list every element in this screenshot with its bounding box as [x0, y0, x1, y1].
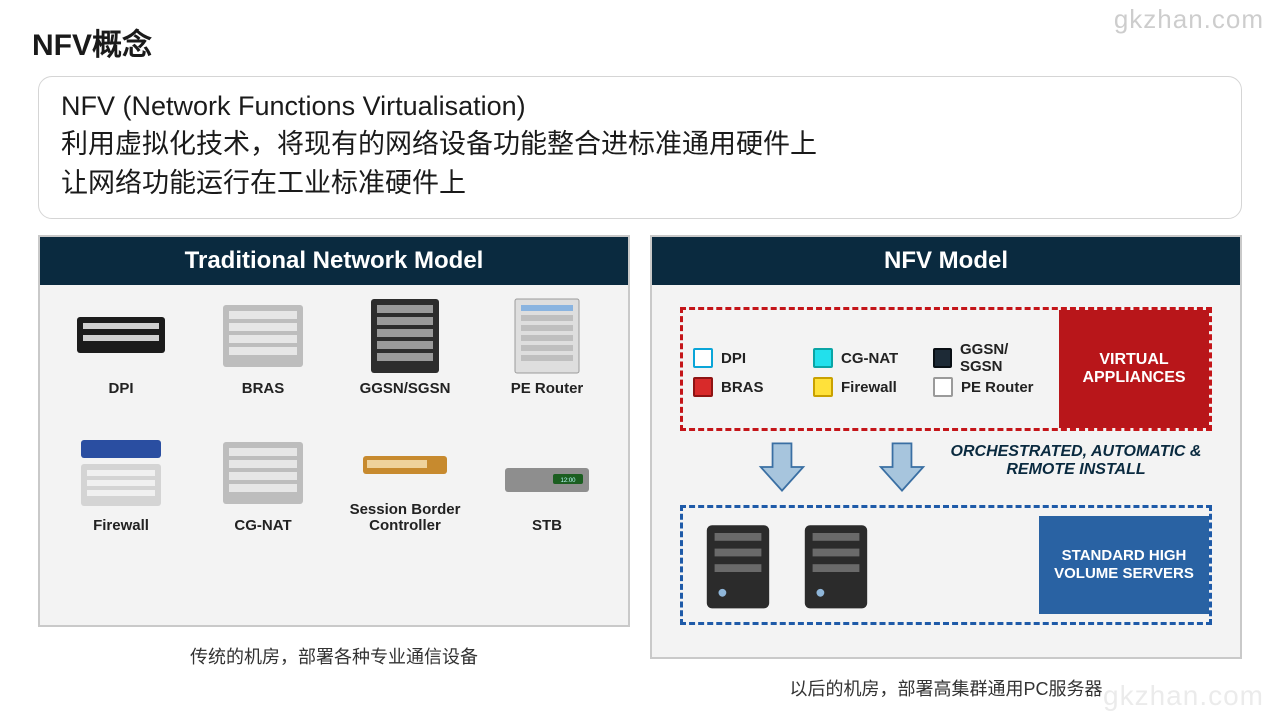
device-icon	[497, 297, 597, 375]
cube-icon	[693, 377, 713, 397]
cube-icon	[813, 377, 833, 397]
device-icon	[213, 434, 313, 512]
svg-text:12:00: 12:00	[560, 478, 576, 484]
device-label: GGSN/SGSN	[360, 381, 451, 398]
traditional-header: Traditional Network Model	[40, 237, 628, 285]
cube-icon	[933, 377, 953, 397]
device-label: DPI	[108, 381, 133, 398]
device-dpi: DPI	[56, 297, 186, 398]
virtual-appliances-label: VIRTUAL APPLIANCES	[1059, 310, 1209, 428]
device-icon	[71, 297, 171, 375]
cube-icon	[693, 348, 713, 368]
va-item-label: DPI	[721, 350, 746, 367]
device-icon	[213, 297, 313, 375]
device-label: Firewall	[93, 518, 149, 535]
va-item-cg-nat: CG-NAT	[813, 341, 929, 375]
device-icon: 12:00	[497, 434, 597, 512]
nfv-body: DPI CG-NAT GGSN/ SGSN BRAS Firewall PE Router…	[652, 285, 1240, 657]
device-ggsn-sgsn: GGSN/SGSN	[340, 297, 470, 398]
device-firewall: Firewall	[56, 418, 186, 535]
va-item-label: BRAS	[721, 379, 764, 396]
va-item-firewall: Firewall	[813, 377, 929, 397]
device-session-border-controller: Session Border Controller	[340, 418, 470, 535]
device-label: Session Border Controller	[340, 502, 470, 535]
nfv-header: NFV Model	[652, 237, 1240, 285]
arrow-down-icon	[878, 441, 926, 493]
traditional-body: DPI BRAS GGSN/SGSN PE Router Firewall CG-NAT S…	[40, 285, 628, 625]
nfv-frame: NFV Model DPI CG-NAT GGSN/ SGSN BRAS Firewal…	[650, 235, 1242, 659]
nfv-caption: 以后的机房，部署高集群通用PC服务器	[650, 675, 1242, 701]
va-item-bras: BRAS	[693, 377, 809, 397]
device-icon	[71, 434, 171, 512]
cube-icon	[813, 348, 833, 368]
va-item-label: GGSN/ SGSN	[960, 341, 1049, 375]
traditional-caption: 传统的机房，部署各种专业通信设备	[38, 643, 630, 669]
device-icon	[355, 297, 455, 375]
va-item-label: CG-NAT	[841, 350, 898, 367]
device-grid: DPI BRAS GGSN/SGSN PE Router Firewall CG-NAT S…	[56, 297, 612, 535]
device-stb: 12:00 STB	[482, 418, 612, 535]
desc-line1: 利用虚拟化技术，将现有的网络设备功能整合进标准通用硬件上	[61, 122, 1219, 161]
va-item-ggsn-sgsn: GGSN/ SGSN	[933, 341, 1049, 375]
traditional-frame: Traditional Network Model DPI BRAS GGSN/SG…	[38, 235, 630, 627]
device-label: PE Router	[511, 381, 584, 398]
va-items-grid: DPI CG-NAT GGSN/ SGSN BRAS Firewall PE Router	[683, 335, 1059, 403]
slide-root: NFV概念 NFV (Network Functions Virtualisat…	[0, 0, 1280, 701]
device-bras: BRAS	[198, 297, 328, 398]
description-box: NFV (Network Functions Virtualisation) 利…	[38, 76, 1242, 219]
server-icon	[699, 520, 777, 610]
panels-row: Traditional Network Model DPI BRAS GGSN/SG…	[32, 235, 1248, 701]
device-label: CG-NAT	[234, 518, 291, 535]
device-pe-router: PE Router	[482, 297, 612, 398]
nfv-area: DPI CG-NAT GGSN/ SGSN BRAS Firewall PE Router…	[668, 297, 1224, 637]
va-item-label: Firewall	[841, 379, 897, 396]
va-item-label: PE Router	[961, 379, 1034, 396]
device-icon	[355, 418, 455, 496]
virtual-appliances-box: DPI CG-NAT GGSN/ SGSN BRAS Firewall PE Router…	[680, 307, 1212, 431]
device-label: STB	[532, 518, 562, 535]
orchestration-text: ORCHESTRATED, AUTOMATIC & REMOTE INSTALL	[946, 443, 1206, 480]
servers-label: STANDARD HIGH VOLUME SERVERS	[1039, 516, 1209, 614]
nfv-panel: NFV Model DPI CG-NAT GGSN/ SGSN BRAS Firewal…	[650, 235, 1242, 701]
device-cg-nat: CG-NAT	[198, 418, 328, 535]
va-item-dpi: DPI	[693, 341, 809, 375]
cube-icon	[933, 348, 952, 368]
servers-box: STANDARD HIGH VOLUME SERVERS	[680, 505, 1212, 625]
slide-title: NFV概念	[32, 20, 1248, 64]
traditional-panel: Traditional Network Model DPI BRAS GGSN/SG…	[38, 235, 630, 701]
arrow-down-icon	[758, 441, 806, 493]
server-icon	[797, 520, 875, 610]
desc-heading: NFV (Network Functions Virtualisation)	[61, 91, 1219, 122]
va-item-pe-router: PE Router	[933, 377, 1049, 397]
desc-line2: 让网络功能运行在工业标准硬件上	[61, 161, 1219, 200]
device-label: BRAS	[242, 381, 285, 398]
